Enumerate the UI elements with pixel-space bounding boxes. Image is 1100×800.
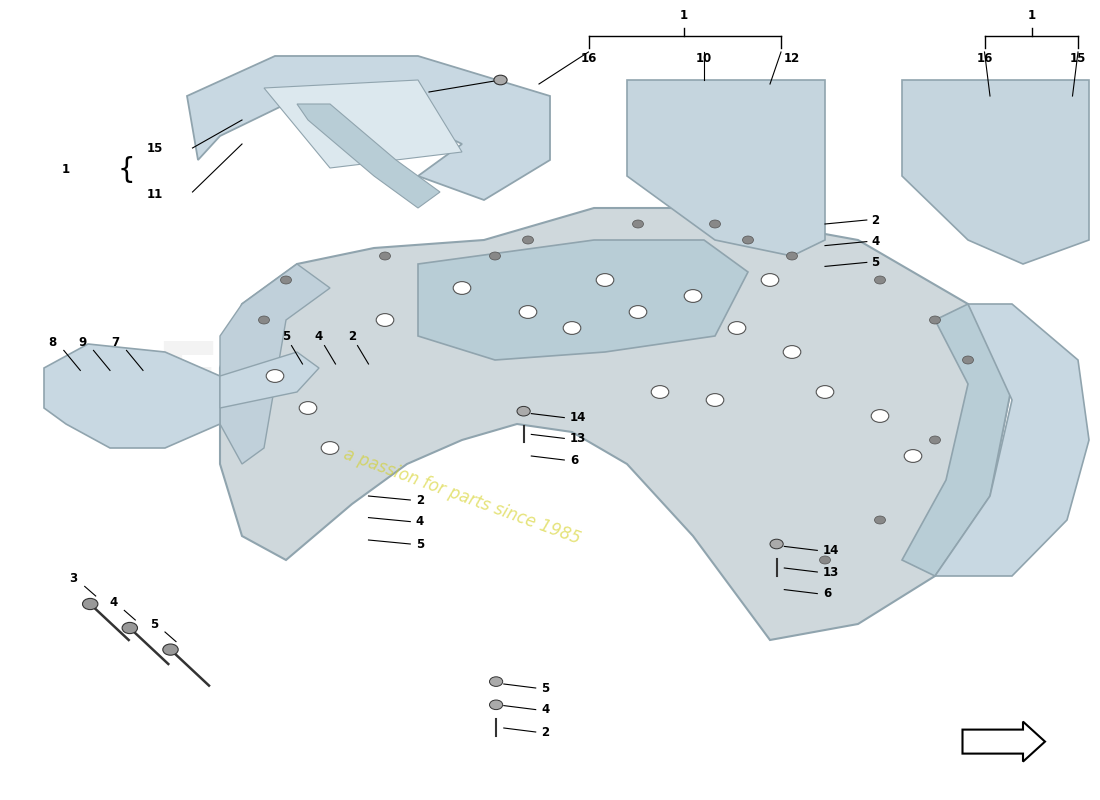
Text: 4: 4: [871, 235, 880, 248]
Circle shape: [82, 598, 98, 610]
Circle shape: [904, 450, 922, 462]
Polygon shape: [297, 104, 440, 208]
Text: 2: 2: [416, 494, 424, 506]
Circle shape: [280, 276, 292, 284]
Circle shape: [930, 316, 940, 324]
Text: 1985: 1985: [746, 353, 970, 479]
Text: 7: 7: [111, 336, 120, 349]
Circle shape: [786, 252, 798, 260]
Text: 11: 11: [146, 188, 163, 201]
Text: 2: 2: [871, 214, 879, 226]
Text: 5: 5: [541, 682, 550, 694]
Circle shape: [494, 75, 507, 85]
Circle shape: [820, 556, 830, 564]
Text: 16: 16: [977, 52, 992, 65]
Circle shape: [871, 410, 889, 422]
Text: 16: 16: [581, 52, 596, 65]
Circle shape: [930, 436, 940, 444]
Polygon shape: [264, 80, 462, 168]
Circle shape: [632, 220, 644, 228]
Text: 6: 6: [823, 587, 832, 600]
Polygon shape: [418, 240, 748, 360]
Circle shape: [710, 220, 720, 228]
Circle shape: [453, 282, 471, 294]
Polygon shape: [44, 344, 220, 448]
Circle shape: [379, 252, 390, 260]
Text: 2: 2: [541, 726, 549, 738]
Text: 5: 5: [871, 256, 880, 269]
Circle shape: [519, 306, 537, 318]
Text: 4: 4: [109, 596, 118, 609]
Text: 12: 12: [784, 52, 800, 65]
Polygon shape: [220, 208, 1012, 640]
Circle shape: [299, 402, 317, 414]
Circle shape: [376, 314, 394, 326]
Circle shape: [490, 677, 503, 686]
Circle shape: [874, 516, 886, 524]
Circle shape: [522, 236, 534, 244]
Text: 10: 10: [696, 52, 712, 65]
Text: 1: 1: [1027, 10, 1036, 22]
Circle shape: [651, 386, 669, 398]
Circle shape: [962, 356, 974, 364]
Polygon shape: [187, 56, 550, 200]
Text: 14: 14: [570, 411, 586, 424]
Text: 1: 1: [62, 163, 70, 177]
Text: 5: 5: [282, 330, 290, 342]
Text: 14: 14: [823, 544, 839, 557]
Polygon shape: [935, 304, 1089, 576]
Circle shape: [490, 700, 503, 710]
Text: 13: 13: [823, 566, 839, 578]
Circle shape: [770, 539, 783, 549]
Circle shape: [629, 306, 647, 318]
Circle shape: [490, 252, 500, 260]
Circle shape: [761, 274, 779, 286]
Text: 4: 4: [315, 330, 323, 342]
Circle shape: [783, 346, 801, 358]
Circle shape: [163, 644, 178, 655]
Text: 6: 6: [570, 454, 579, 466]
Circle shape: [596, 274, 614, 286]
Polygon shape: [962, 722, 1045, 762]
Text: 15: 15: [146, 142, 163, 154]
Circle shape: [517, 406, 530, 416]
Text: 1: 1: [680, 10, 689, 22]
Polygon shape: [627, 80, 825, 256]
Circle shape: [706, 394, 724, 406]
Circle shape: [563, 322, 581, 334]
Circle shape: [321, 442, 339, 454]
Circle shape: [816, 386, 834, 398]
Text: 15: 15: [1070, 52, 1086, 65]
Text: 4: 4: [541, 703, 550, 716]
Circle shape: [728, 322, 746, 334]
Text: 9: 9: [78, 336, 87, 349]
Circle shape: [122, 622, 138, 634]
Text: 3: 3: [69, 572, 78, 585]
Polygon shape: [902, 80, 1089, 264]
Circle shape: [684, 290, 702, 302]
Polygon shape: [220, 264, 330, 464]
Text: 8: 8: [48, 336, 57, 349]
Circle shape: [742, 236, 754, 244]
Text: 5: 5: [150, 618, 158, 630]
Text: EUROP: EUROP: [154, 338, 528, 430]
Polygon shape: [220, 352, 319, 408]
Text: 13: 13: [570, 432, 586, 445]
Text: a passion for parts since 1985: a passion for parts since 1985: [341, 445, 583, 547]
Circle shape: [874, 276, 886, 284]
Circle shape: [258, 316, 270, 324]
Text: 2: 2: [348, 330, 356, 342]
Text: 4: 4: [416, 515, 425, 528]
Text: {: {: [118, 156, 135, 184]
Text: 5: 5: [416, 538, 425, 550]
Polygon shape: [902, 304, 1012, 576]
Circle shape: [266, 370, 284, 382]
